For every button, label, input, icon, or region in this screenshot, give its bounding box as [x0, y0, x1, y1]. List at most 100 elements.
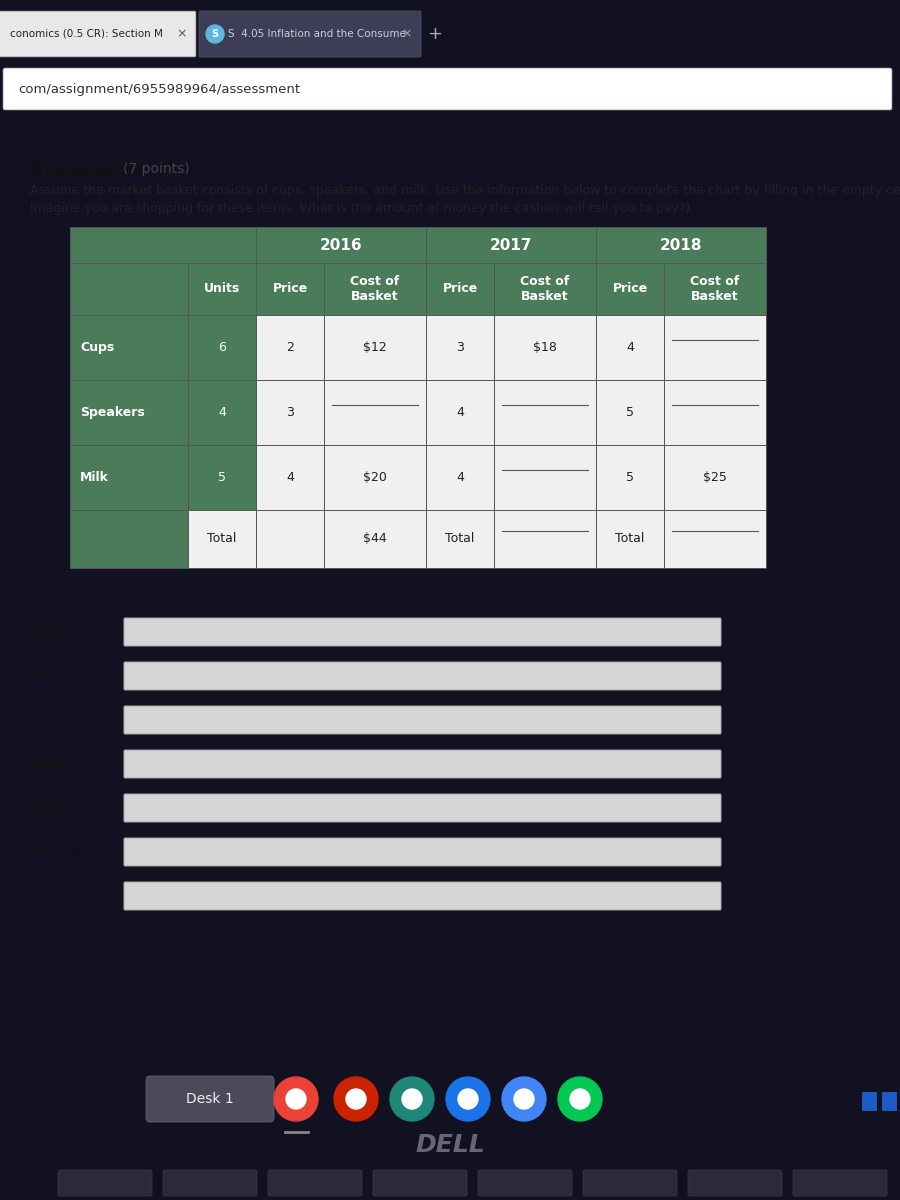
Bar — [426, 263, 494, 314]
Circle shape — [286, 1090, 306, 1109]
Bar — [596, 314, 664, 380]
Text: ×: × — [401, 28, 412, 41]
Circle shape — [570, 1090, 590, 1109]
FancyBboxPatch shape — [124, 794, 721, 822]
FancyBboxPatch shape — [58, 1170, 152, 1196]
Bar — [70, 227, 256, 263]
FancyBboxPatch shape — [146, 1076, 274, 1122]
Bar — [188, 510, 256, 568]
Text: $20: $20 — [363, 470, 387, 484]
Circle shape — [274, 1078, 318, 1121]
Circle shape — [206, 25, 224, 43]
Text: Cups: Cups — [80, 341, 114, 354]
Text: 4: 4 — [286, 470, 294, 484]
Bar — [324, 314, 426, 380]
Text: Desk 1: Desk 1 — [186, 1092, 234, 1106]
Bar — [494, 263, 596, 314]
Text: com/assignment/6955989964/assessment: com/assignment/6955989964/assessment — [18, 83, 300, 96]
Text: Speakers: Speakers — [80, 406, 145, 419]
Text: $25: $25 — [703, 470, 727, 484]
Text: Assume the market basket consists of cups, speakers, and milk. Use the informati: Assume the market basket consists of cup… — [30, 184, 900, 197]
Bar — [324, 445, 426, 510]
Bar — [494, 380, 596, 445]
Bar — [256, 263, 324, 314]
Text: Cost of
Basket: Cost of Basket — [520, 275, 570, 302]
Bar — [494, 314, 596, 380]
Circle shape — [458, 1090, 478, 1109]
FancyBboxPatch shape — [268, 1170, 362, 1196]
Text: 3: 3 — [456, 341, 464, 354]
Bar — [426, 380, 494, 445]
Bar — [426, 314, 494, 380]
FancyBboxPatch shape — [0, 11, 196, 56]
Bar — [882, 1092, 896, 1110]
FancyBboxPatch shape — [124, 882, 721, 910]
Bar — [596, 263, 664, 314]
Bar — [862, 1092, 876, 1110]
Circle shape — [402, 1090, 422, 1109]
FancyBboxPatch shape — [3, 68, 892, 110]
FancyBboxPatch shape — [124, 706, 721, 734]
Text: DELL: DELL — [415, 1133, 485, 1157]
Circle shape — [514, 1090, 534, 1109]
Bar — [188, 314, 256, 380]
Bar — [596, 380, 664, 445]
Bar — [324, 380, 426, 445]
FancyBboxPatch shape — [688, 1170, 782, 1196]
Text: 5: 5 — [218, 470, 226, 484]
Bar — [70, 510, 188, 568]
Bar — [256, 314, 324, 380]
FancyBboxPatch shape — [583, 1170, 677, 1196]
Text: Price: Price — [612, 282, 648, 295]
Text: Total: Total — [446, 533, 474, 546]
Text: 4: 4 — [456, 470, 464, 484]
Text: Blank 6:: Blank 6: — [30, 845, 87, 859]
FancyBboxPatch shape — [124, 618, 721, 646]
Bar — [596, 445, 664, 510]
Bar — [426, 510, 494, 568]
Bar — [664, 314, 766, 380]
Text: 4: 4 — [218, 406, 226, 419]
Text: Price: Price — [443, 282, 478, 295]
Text: 2: 2 — [286, 341, 294, 354]
Bar — [70, 263, 188, 314]
Text: (7 points): (7 points) — [123, 162, 190, 176]
FancyBboxPatch shape — [373, 1170, 467, 1196]
Text: $12: $12 — [363, 341, 387, 354]
Text: Blank 3:: Blank 3: — [30, 713, 86, 727]
Bar — [664, 510, 766, 568]
Text: 4: 4 — [456, 406, 464, 419]
Circle shape — [446, 1078, 490, 1121]
Text: Cost of
Basket: Cost of Basket — [690, 275, 740, 302]
Text: 3: 3 — [286, 406, 294, 419]
Bar — [70, 445, 188, 510]
Text: 2017: 2017 — [490, 238, 532, 252]
Text: ×: × — [176, 28, 187, 41]
FancyBboxPatch shape — [124, 662, 721, 690]
Text: 5: 5 — [626, 406, 634, 419]
Text: Blank 4:: Blank 4: — [30, 757, 86, 770]
Text: Total: Total — [207, 533, 237, 546]
FancyBboxPatch shape — [478, 1170, 572, 1196]
Bar — [256, 445, 324, 510]
Text: Question 12: Question 12 — [30, 162, 143, 180]
Bar — [256, 227, 426, 263]
Circle shape — [346, 1090, 366, 1109]
FancyBboxPatch shape — [199, 11, 421, 56]
Text: 6: 6 — [218, 341, 226, 354]
FancyBboxPatch shape — [124, 750, 721, 778]
Bar — [664, 380, 766, 445]
Bar — [256, 380, 324, 445]
Text: Blank 2:: Blank 2: — [30, 670, 86, 683]
Bar — [664, 263, 766, 314]
Bar — [188, 445, 256, 510]
Text: S: S — [212, 29, 219, 38]
Text: Imagine you are shopping for these items. What is the amount of money the cashie: Imagine you are shopping for these items… — [30, 202, 690, 215]
Text: $18: $18 — [533, 341, 557, 354]
FancyBboxPatch shape — [793, 1170, 887, 1196]
Bar — [324, 263, 426, 314]
Text: 2016: 2016 — [320, 238, 363, 252]
Text: Blank 7:: Blank 7: — [30, 889, 86, 902]
Bar — [70, 314, 188, 380]
Bar — [596, 227, 766, 263]
